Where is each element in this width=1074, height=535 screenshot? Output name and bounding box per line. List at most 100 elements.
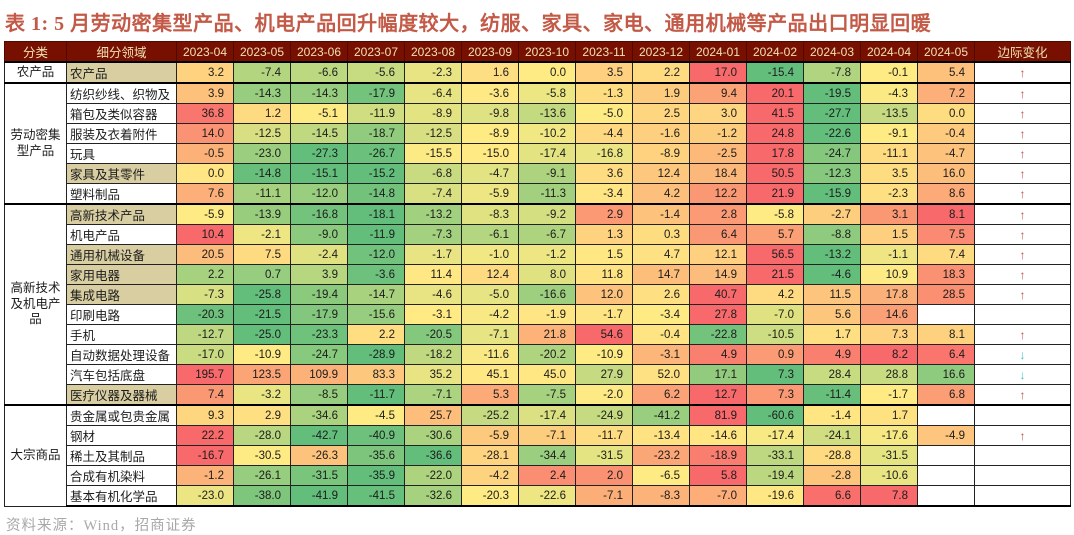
value-cell: -19.6 [746, 485, 804, 507]
segment-label: 纺织纱线、织物及 [66, 82, 177, 104]
value-cell: -1.1 [860, 244, 918, 265]
value-cell: -16.8 [290, 203, 348, 225]
category-label: 劳动密集型产品 [4, 82, 67, 205]
value-cell: 1.7 [860, 404, 918, 426]
table-row: 大宗商品 贵金属或包贵金属 9.3 2.9 -34.6 -4.5 25.7 -25.2 -17.… [4, 404, 1071, 507]
value-cell: 3.6 [575, 163, 633, 184]
value-cell: -11.1 [233, 183, 291, 205]
value-cell: -7.3 [176, 284, 234, 305]
value-cell: -25.2 [461, 404, 519, 426]
value-cell: -24.9 [575, 404, 633, 426]
value-cell [917, 445, 975, 466]
value-cell: -7.1 [461, 324, 519, 345]
value-cell: 0.9 [746, 344, 804, 365]
value-cell: -23.2 [632, 445, 690, 466]
month-column-header: 2023-07 [347, 41, 405, 63]
value-cell: -4.7 [461, 163, 519, 184]
value-cell: 81.9 [689, 404, 747, 426]
month-column-header: 2023-09 [461, 41, 519, 63]
value-cell: 0.0 [176, 163, 234, 184]
value-cell: -15.1 [290, 163, 348, 184]
value-cell: -7.1 [518, 425, 576, 446]
value-cell: 4.2 [746, 284, 804, 305]
value-cell: -14.3 [290, 82, 348, 104]
value-cell: -4.6 [803, 264, 861, 285]
table-row: 合成有机染料 -1.2 -26.1 -31.5 -35.9 -22.0 -4.2 2.4 2.0… [5, 465, 1071, 486]
table-row: 基本有机化学品 -23.0 -38.0 -41.9 -41.5 -32.6 -20.3 -22… [5, 485, 1071, 507]
table-row: 高新技术及机电产品 高新技术产品 -5.9 -13.9 -16.8 -18.1 -13.2-… [4, 203, 1071, 406]
value-cell: -13.2 [803, 244, 861, 265]
value-cell: -24.1 [803, 425, 861, 446]
value-cell: 2.2 [176, 264, 234, 285]
value-cell: -15.9 [803, 183, 861, 205]
value-cell: -15.2 [347, 163, 405, 184]
report-page: 表 1: 5 月劳动密集型产品、机电产品回升幅度较大，纺服、家具、家电、通用机械… [4, 13, 1071, 534]
change-arrow-up-icon: ↑ [974, 264, 1071, 285]
value-cell: 4.9 [689, 344, 747, 365]
value-cell: -20.5 [404, 324, 462, 345]
value-cell [917, 465, 975, 486]
segment-label: 家用电器 [66, 264, 177, 285]
value-cell: 3.5 [575, 61, 633, 84]
value-cell: -11.9 [347, 103, 405, 124]
value-cell: -7.1 [575, 485, 633, 507]
value-cell: -21.5 [233, 304, 291, 325]
value-cell: -5.1 [290, 103, 348, 124]
value-cell: 0.7 [233, 264, 291, 285]
segment-label: 汽车包括底盘 [66, 364, 177, 385]
category-label: 高新技术及机电产品 [4, 203, 67, 406]
value-cell: -13.2 [404, 203, 462, 225]
value-cell: -7.1 [404, 384, 462, 406]
value-cell: -3.1 [404, 304, 462, 325]
value-cell: 1.2 [233, 103, 291, 124]
change-arrow-up-icon: ↑ [974, 143, 1071, 164]
value-cell: -14.5 [290, 123, 348, 144]
value-cell: 2.8 [689, 203, 747, 225]
value-cell: -5.8 [518, 82, 576, 104]
value-cell: 6.2 [632, 384, 690, 406]
table-row: 通用机械设备 20.5 7.5 -2.4 -12.0 -1.7 -1.0 -1.2 1.5 4.7… [5, 244, 1071, 265]
value-cell: 4.2 [632, 183, 690, 205]
value-cell: -3.6 [347, 264, 405, 285]
value-cell: -35.6 [347, 445, 405, 466]
value-cell: -41.2 [632, 404, 690, 426]
value-cell: -26.3 [290, 445, 348, 466]
value-cell: 1.9 [632, 82, 690, 104]
value-cell: 8.2 [860, 344, 918, 365]
change-column-header: 边际变化 [974, 41, 1071, 63]
table-row: 劳动密集型产品 纺织纱线、织物及 3.9 -14.3 -14.3 -17.9 -6.4 -3.… [4, 82, 1071, 205]
value-cell: 40.7 [689, 284, 747, 305]
value-cell: -1.3 [575, 82, 633, 104]
value-cell: -9.2 [518, 203, 576, 225]
change-arrow-up-icon: ↑ [974, 324, 1071, 345]
value-cell: 14.9 [689, 264, 747, 285]
value-cell: -28.8 [803, 445, 861, 466]
value-cell: 5.3 [461, 384, 519, 406]
value-cell: 109.9 [290, 364, 348, 385]
value-cell: -27.3 [290, 143, 348, 164]
value-cell: 4.7 [632, 244, 690, 265]
value-cell: 7.6 [176, 183, 234, 205]
value-cell: -1.4 [632, 203, 690, 225]
value-cell: -1.6 [632, 123, 690, 144]
category-label: 农产品 [4, 61, 67, 84]
value-cell: 17.8 [860, 284, 918, 305]
value-cell: -25.8 [233, 284, 291, 305]
value-cell: -11.9 [347, 224, 405, 245]
value-cell: 7.5 [917, 224, 975, 245]
value-cell: 52.0 [632, 364, 690, 385]
value-cell: 3.1 [860, 203, 918, 225]
value-cell: 2.9 [233, 404, 291, 426]
value-cell: -3.1 [632, 344, 690, 365]
segment-label: 服装及衣着附件 [66, 123, 177, 144]
value-cell: -32.6 [404, 485, 462, 507]
value-cell: -40.9 [347, 425, 405, 446]
value-cell: -10.5 [746, 324, 804, 345]
value-cell: -22.0 [404, 465, 462, 486]
value-cell: -2.4 [290, 244, 348, 265]
segment-label: 合成有机染料 [66, 465, 177, 486]
segment-label: 家具及其零件 [66, 163, 177, 184]
value-cell: -17.6 [860, 425, 918, 446]
value-cell: 9.3 [176, 404, 234, 426]
value-cell: 7.8 [860, 485, 918, 507]
